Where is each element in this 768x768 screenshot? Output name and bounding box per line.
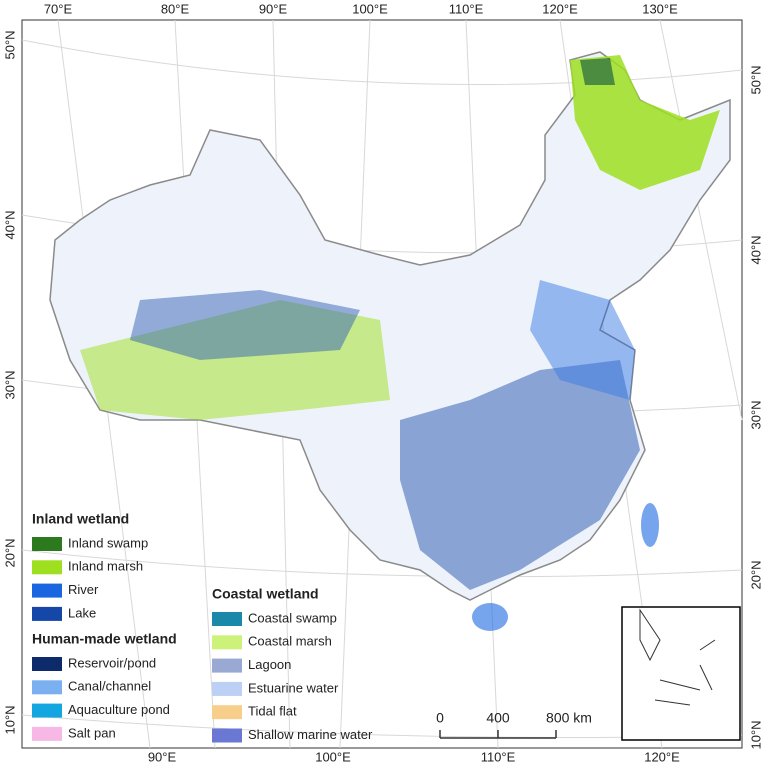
legend-label: Tidal flat — [248, 704, 297, 719]
inset-islands — [639, 608, 716, 706]
legend-swatch — [212, 705, 242, 720]
longitude-label: 110°E — [481, 749, 516, 764]
legend-title: Human-made wetland — [32, 631, 177, 647]
legend-swatch — [32, 703, 62, 718]
legend-label: River — [68, 582, 99, 597]
legend-swatch — [212, 681, 242, 696]
latitude-label: 50°N — [2, 30, 17, 59]
latitude-label: 40°N — [2, 210, 17, 239]
legend-label: Lagoon — [248, 657, 291, 672]
legend-label: Coastal marsh — [248, 634, 332, 649]
latitude-label: 30°N — [2, 370, 17, 399]
longitude-label: 120°E — [644, 749, 680, 764]
legend-swatch — [32, 560, 62, 575]
latitude-label: 40°N — [748, 235, 763, 264]
legend-swatch — [32, 680, 62, 695]
longitude-label: 120°E — [542, 1, 578, 16]
scale-label: 800 km — [546, 710, 592, 726]
latitude-label: 10°N — [748, 720, 763, 749]
longitude-label: 90°E — [259, 1, 288, 16]
legend-label: Aquaculture pond — [68, 702, 170, 717]
legend-swatch — [32, 537, 62, 551]
latitude-label: 10°N — [2, 705, 17, 734]
legend-swatch — [32, 606, 62, 621]
legend-swatch — [212, 612, 242, 626]
legend-label: Salt pan — [68, 725, 116, 740]
legend-label: Inland marsh — [68, 559, 143, 574]
legend-swatch — [32, 726, 62, 741]
longitude-label: 90°E — [148, 749, 177, 764]
legend-swatch — [32, 657, 62, 671]
country-outline — [49, 51, 731, 601]
legend-swatch — [212, 728, 242, 743]
longitude-label: 130°E — [642, 1, 678, 16]
legend-label: Coastal swamp — [248, 610, 337, 625]
latitude-label: 30°N — [748, 400, 763, 429]
longitude-label: 110°E — [449, 1, 484, 16]
legend-title: Inland wetland — [32, 511, 129, 527]
legend-label: Reservoir/pond — [68, 655, 156, 670]
legend-label: Estuarine water — [248, 680, 339, 695]
longitude-label: 80°E — [161, 1, 190, 16]
legend-swatch — [212, 658, 242, 673]
legend-label: Canal/channel — [68, 679, 151, 694]
latitude-label: 50°N — [748, 65, 763, 94]
wetland-patches — [80, 55, 720, 631]
longitude-label: 100°E — [315, 749, 351, 764]
legend-label: Shallow marine water — [248, 727, 373, 742]
legend-label: Inland swamp — [68, 535, 148, 550]
scale-label: 400 — [486, 710, 510, 726]
legend-label: Lake — [68, 605, 96, 620]
legend-swatch — [212, 635, 242, 650]
latitude-label: 20°N — [748, 560, 763, 589]
latitude-label: 20°N — [2, 538, 17, 567]
scale-label: 0 — [436, 710, 444, 726]
inset-frame — [621, 606, 741, 741]
longitude-label: 70°E — [44, 1, 73, 16]
legend-swatch — [32, 583, 62, 598]
scale-bar — [439, 730, 557, 739]
legend-title: Coastal wetland — [212, 586, 319, 602]
longitude-label: 100°E — [352, 1, 388, 16]
